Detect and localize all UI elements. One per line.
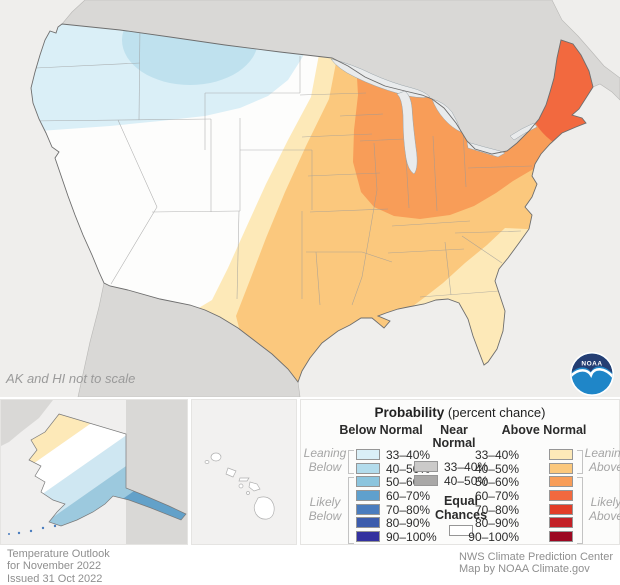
footer-title: Temperature Outlook for November 2022 Is… [7,548,110,585]
footer-credit-line: Map by NOAA Climate.gov [458,563,590,576]
group-label-leaning-above: Leaning Above [584,446,620,474]
footer-title-line: Temperature Outlook [7,548,110,560]
legend-swatch [549,476,573,487]
group-label-likely-below: Likely Below [308,495,342,523]
legend-swatch [549,504,573,515]
legend-range-label: 90–100% [386,530,437,544]
legend-swatch [414,461,438,472]
equal-chances-swatch [449,525,473,536]
legend-range-label: 40–50% [474,462,519,476]
legend-swatch [356,504,380,515]
legend-swatch [356,476,380,487]
legend-swatch [549,517,573,528]
legend-range-label: 80–90% [386,516,431,530]
legend-swatch [549,449,573,460]
legend-range-label: 33–40% [444,460,489,474]
legend-range-label: 33–40% [386,448,431,462]
legend-swatch [356,463,380,474]
legend-swatch [549,531,573,542]
bracket-likely-above [577,477,583,544]
legend-swatch [356,490,380,501]
footer-title-line: for November 2022 [7,560,102,573]
noaa-logo-sky [571,353,613,375]
state-boundaries [31,24,533,306]
noaa-logo: NOAA [570,352,614,396]
legend-panel: Probability (percent chance) Below Norma… [300,399,620,545]
footer-credit: NWS Climate Prediction Center Map by NOA… [459,551,613,576]
alaska-outline [28,413,187,527]
legend-swatch [549,463,573,474]
legend-title: Probability (percent chance) [374,405,546,420]
group-label-likely-above: Likely Above [588,495,620,523]
bracket-leaning-above [577,450,583,474]
legend-range-label: 60–70% [386,489,431,503]
legend-range-label: 40–50% [444,474,489,488]
footer-credit-line: NWS Climate Prediction Center [458,551,613,563]
legend-range-label: 60–70% [474,489,519,503]
legend-swatch [549,490,573,501]
canada-landmass-ak [126,400,187,544]
equal-chances-label: Equal Chances [434,494,488,522]
legend-swatch [356,449,380,460]
russia-landmass [1,400,53,446]
footer-title-line: Issued 31 Oct 2022 [7,572,103,585]
noaa-logo-text: NOAA [581,361,602,368]
bracket-leaning-below [348,450,354,474]
legend-header-near: Near Normal [432,423,476,450]
legend-swatch [356,531,380,542]
vancouver-island [96,2,156,23]
hawaii-inset [191,399,297,545]
legend-range-label: 70–80% [474,503,519,517]
legend-header-below: Below Normal [339,423,423,437]
alaska-inset [0,399,188,545]
aleutian-islands [8,524,57,535]
noaa-logo-gull-icon [571,368,613,379]
legend-swatch [414,475,438,486]
conus-map [0,0,620,397]
map-scale-note: AK and HI not to scale [6,371,136,386]
bracket-likely-below [348,477,354,544]
legend-header-above: Above Normal [501,423,587,437]
hawaii-islands [204,452,275,520]
legend-range-label: 50–60% [474,475,519,489]
group-label-leaning-below: Leaning Below [303,446,347,474]
legend-swatch [356,517,380,528]
us-outline [30,23,594,383]
legend-range-label: 33–40% [474,448,519,462]
legend-range-label: 90–100% [468,530,519,544]
legend-range-label: 70–80% [386,503,431,517]
legend-range-label: 80–90% [474,516,519,530]
